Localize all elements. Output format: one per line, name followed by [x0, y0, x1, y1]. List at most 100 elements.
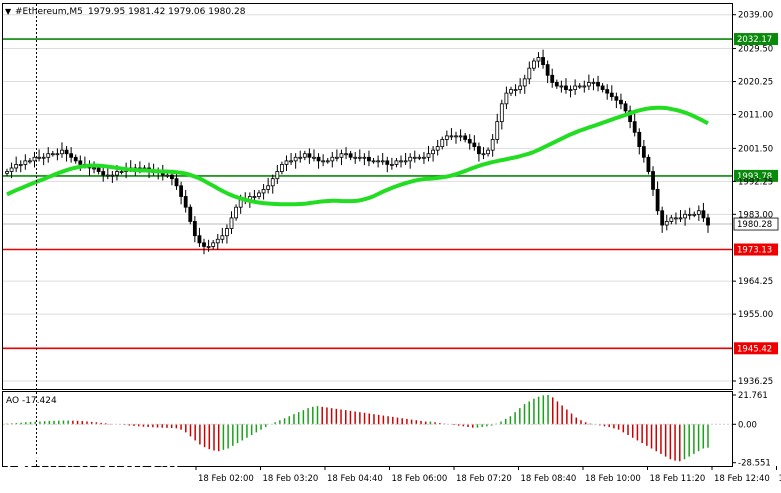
time-tick-label: 18 Feb 02:00: [198, 474, 254, 484]
candle-body: [207, 246, 210, 247]
candle-body: [79, 161, 82, 165]
candle-body: [74, 157, 77, 161]
candle-body: [606, 90, 609, 94]
level-badge-label: 1945.42: [737, 344, 772, 354]
candle-body: [267, 186, 270, 190]
candle-body: [381, 161, 384, 162]
candle-body: [303, 154, 306, 158]
instaforex-logo: instaforex Instant Forex Trading: [6, 448, 186, 488]
candle-body: [500, 104, 503, 122]
candle-body: [312, 157, 315, 158]
time-tick-label: 18 Feb 04:40: [327, 474, 383, 484]
candle-body: [523, 79, 526, 86]
candle-body: [560, 86, 563, 87]
candle-body: [322, 161, 325, 162]
candle-body: [6, 172, 9, 174]
candle-body: [354, 157, 357, 158]
candle-body: [707, 218, 710, 225]
candle-body: [225, 229, 228, 236]
time-tick-label: 18 Feb 12:40: [714, 474, 770, 484]
candle-body: [652, 172, 655, 190]
candle-body: [193, 221, 196, 235]
candle-body: [624, 104, 627, 111]
price-tick-label: 1983.00: [738, 210, 773, 220]
candle-body: [473, 143, 476, 147]
price-tick-label: 1936.25: [738, 377, 773, 387]
candle-body: [33, 157, 36, 161]
candle-body: [532, 61, 535, 68]
time-tick-label: 18 Feb 11:20: [650, 474, 706, 484]
candle-body: [60, 150, 63, 154]
price-tick-label: 2020.25: [738, 78, 773, 88]
time-tick-label: 18 Feb 10:00: [585, 474, 641, 484]
time-tick-label: 18 Feb 03:20: [263, 474, 319, 484]
candle-body: [285, 161, 288, 165]
candle-body: [93, 168, 96, 169]
candle-body: [70, 154, 73, 158]
candle-body: [175, 179, 178, 186]
time-tick-label: 18 Feb 07:20: [456, 474, 512, 484]
candle-body: [583, 86, 586, 87]
candle-body: [432, 150, 435, 154]
candle-body: [546, 65, 549, 76]
candle-body: [445, 136, 448, 140]
price-axis: 2039.002029.502020.252011.002001.501992.…: [732, 11, 773, 387]
candle-body: [15, 164, 18, 168]
candle-body: [386, 161, 389, 165]
candle-body: [441, 139, 444, 146]
candle-body: [28, 161, 31, 162]
candle-body: [203, 243, 206, 247]
candle-body: [111, 175, 114, 176]
candle-body: [688, 214, 691, 215]
candle-body: [619, 100, 622, 104]
candle-body: [418, 157, 421, 158]
time-tick-label: 18 Feb 06:00: [392, 474, 448, 484]
candle-body: [615, 97, 618, 101]
candle-body: [587, 82, 590, 86]
candle-body: [280, 164, 283, 171]
candle-body: [578, 86, 581, 87]
candle-body: [276, 172, 279, 179]
candle-body: [468, 139, 471, 143]
candle-body: [299, 157, 302, 158]
candle-body: [633, 122, 636, 133]
candle-body: [642, 147, 645, 158]
candle-body: [180, 186, 183, 197]
candle-body: [697, 211, 700, 215]
candle-body: [372, 161, 375, 162]
time-axis: 18 Feb 02:00 18 Feb 03:20 18 Feb 04:40 18 F…: [196, 466, 781, 484]
price-tick-label: 2001.50: [738, 144, 773, 154]
collapse-arrow-icon[interactable]: ▼: [5, 7, 12, 16]
logo-tagline: Instant Forex Trading: [50, 474, 166, 487]
ao-tick-label: 21.761: [738, 391, 768, 401]
candle-body: [262, 189, 265, 193]
candle-body: [367, 157, 370, 161]
candle-body: [317, 157, 320, 161]
candle-body: [294, 157, 297, 161]
candle-body: [684, 214, 687, 218]
price-tick-label: 2029.50: [738, 45, 773, 55]
candle-body: [335, 157, 338, 158]
logo-word: instaforex: [46, 446, 180, 476]
price-tick-label: 2011.00: [738, 111, 773, 121]
candle-body: [19, 164, 22, 165]
candle-body: [97, 168, 100, 172]
candle-body: [528, 68, 531, 79]
candle-body: [427, 154, 430, 158]
candle-body: [184, 197, 187, 208]
candle-body: [693, 214, 696, 215]
candle-body: [514, 90, 517, 91]
candle-body: [166, 175, 169, 176]
candle-body: [409, 157, 412, 161]
price-tick-label: 2039.00: [738, 11, 773, 21]
candle-body: [551, 75, 554, 82]
candle-body: [212, 243, 215, 247]
logo-emblem-icon: [6, 448, 44, 486]
ao-tick-label: -28.551: [738, 459, 771, 469]
candle-body: [436, 147, 439, 151]
candle-body: [670, 218, 673, 222]
candle-body: [542, 57, 545, 64]
candle-body: [665, 221, 668, 225]
